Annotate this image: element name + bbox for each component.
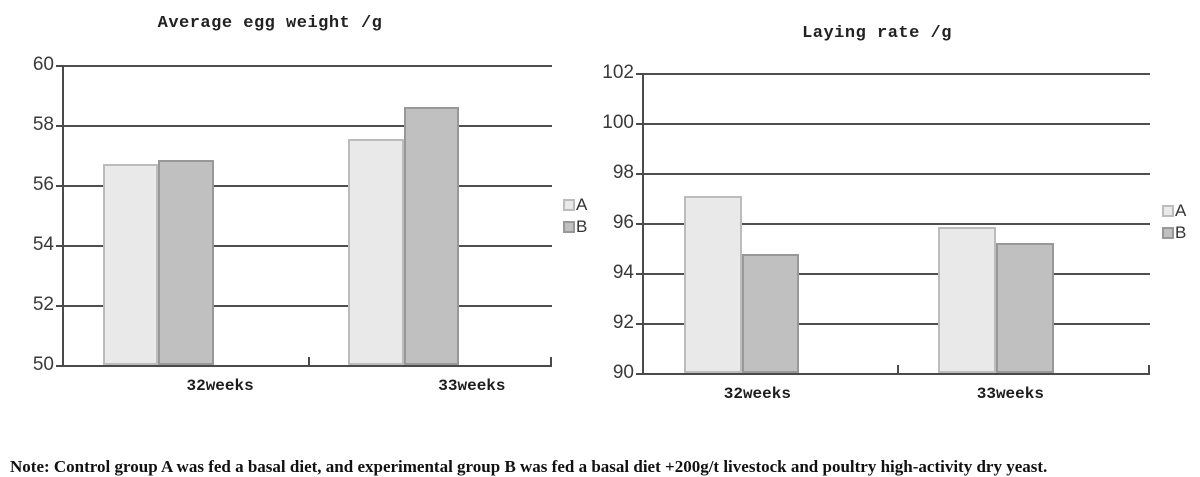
y-axis-tick (56, 245, 64, 247)
legend-swatch-A (563, 199, 575, 211)
gridline (64, 185, 552, 187)
y-axis-tick-label: 100 (602, 112, 634, 133)
y-axis-tick-label: 56 (32, 174, 54, 195)
gridline (644, 123, 1150, 125)
legend-item-A: A (563, 195, 588, 214)
bar-B-33weeks (996, 243, 1054, 373)
legend-item-B: B (1162, 223, 1187, 242)
x-axis-tick (1148, 365, 1150, 373)
bar-A-32weeks (102, 164, 159, 365)
gridline (64, 245, 552, 247)
legend-label: B (576, 217, 588, 236)
chart-title: Average egg weight /g (157, 14, 383, 33)
y-axis-tick-label: 60 (32, 54, 54, 75)
bar-A-33weeks (938, 226, 997, 373)
x-axis-tick (550, 357, 552, 365)
bar-A-32weeks (683, 195, 742, 373)
legend-swatch-B (563, 221, 575, 233)
gridline (644, 173, 1150, 176)
gridline (64, 305, 552, 307)
bar-B-33weeks (403, 107, 460, 365)
legend-item-B: B (563, 217, 588, 236)
legend-label: A (1175, 201, 1187, 220)
legend-label: A (576, 195, 588, 214)
gridline (644, 273, 1150, 276)
gridline (644, 223, 1150, 225)
y-axis-tick-label: 94 (612, 262, 634, 284)
y-axis-tick-label: 102 (602, 62, 634, 83)
y-axis-tick-label: 52 (32, 294, 54, 315)
x-axis-category-label: 33weeks (976, 385, 1044, 403)
y-axis-tick-label: 92 (612, 312, 634, 334)
gridline (644, 73, 1150, 75)
bar-A-33weeks (348, 138, 404, 365)
bar-B-32weeks (158, 159, 214, 365)
y-axis-tick-label: 96 (612, 212, 634, 233)
chart-title: Laying rate /g (802, 24, 952, 43)
legend-swatch-B (1162, 227, 1174, 239)
y-axis-tick (636, 223, 644, 225)
y-axis-tick (636, 123, 644, 125)
y-axis-tick-label: 58 (32, 114, 54, 135)
y-axis-tick-label: 90 (612, 362, 634, 383)
plot-area: 50 52 54 56 58 60 (33, 54, 552, 375)
plot-area: 90 92 94 96 98 100 102 (602, 62, 1150, 383)
x-axis-category-label: 32weeks (186, 377, 254, 395)
y-axis-tick (636, 273, 644, 276)
x-axis-category-label: 32weeks (723, 385, 791, 403)
y-axis-tick (56, 125, 64, 127)
bar-B-32weeks (741, 254, 800, 373)
y-axis-tick (636, 173, 644, 176)
y-axis-tick (56, 185, 64, 187)
y-axis-tick (636, 373, 644, 375)
legend-item-A: A (1162, 201, 1187, 220)
y-axis-tick (56, 365, 64, 367)
y-axis-tick (636, 323, 644, 326)
y-axis-tick (636, 73, 644, 75)
x-axis-tick (308, 357, 310, 365)
gridline (64, 65, 552, 67)
gridline (64, 125, 552, 127)
x-axis-tick (897, 365, 899, 373)
legend-swatch-A (1162, 205, 1174, 217)
y-axis-tick (56, 65, 64, 67)
y-axis-tick-label: 50 (32, 354, 54, 375)
y-axis-tick-label: 98 (612, 162, 634, 184)
legend-label: B (1175, 223, 1187, 242)
figure-note: Note: Control group A was fed a basal di… (10, 457, 1048, 476)
x-axis-category-label: 33weeks (438, 377, 506, 395)
y-axis-tick (56, 305, 64, 307)
y-axis-tick-label: 54 (32, 234, 54, 255)
gridline (644, 323, 1150, 326)
